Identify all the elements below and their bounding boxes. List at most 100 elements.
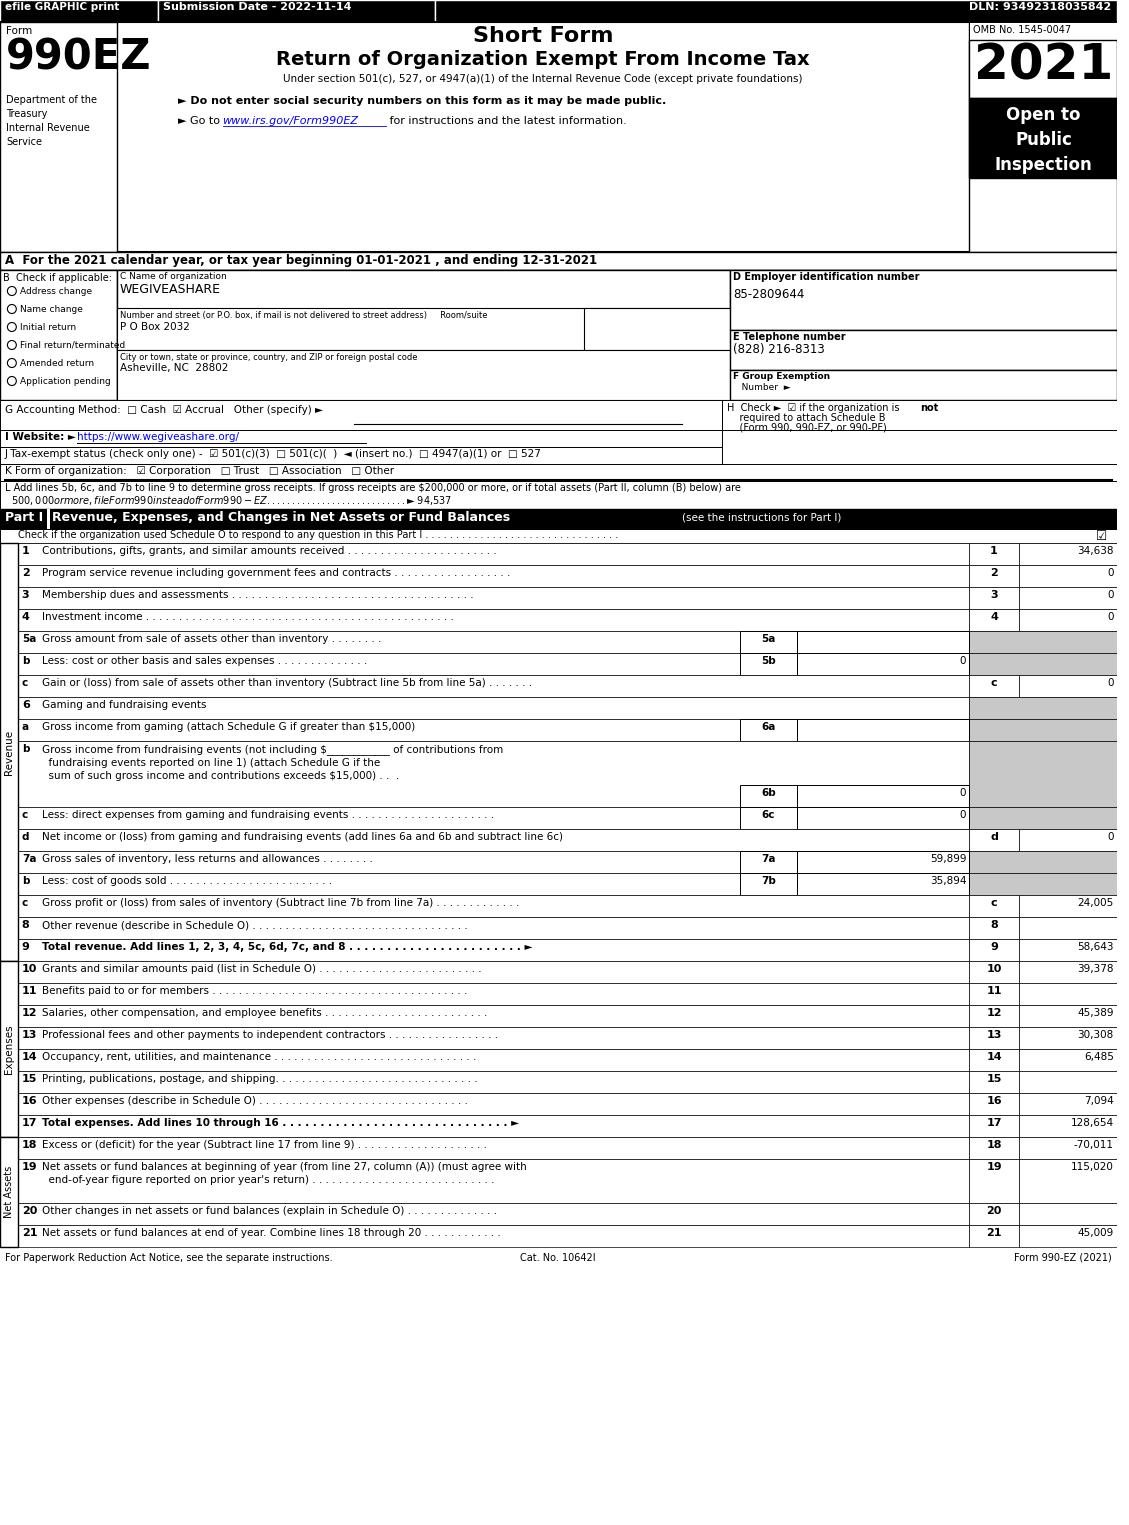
Bar	[0, 464, 1117, 480]
Bar	[739, 807, 797, 830]
Bar	[970, 872, 1117, 895]
Bar	[730, 371, 1117, 400]
Text: 8: 8	[21, 920, 29, 930]
Text: not: not	[920, 403, 938, 413]
Text: For Paperwork Reduction Act Notice, see the separate instructions.: For Paperwork Reduction Act Notice, see …	[5, 1254, 333, 1263]
Text: Revenue, Expenses, and Changes in Net Assets or Fund Balances: Revenue, Expenses, and Changes in Net As…	[52, 511, 510, 525]
Bar	[1018, 917, 1117, 939]
Bar	[739, 631, 797, 653]
Text: Department of the
Treasury
Internal Revenue
Service: Department of the Treasury Internal Reve…	[6, 95, 97, 146]
Text: 10: 10	[987, 964, 1001, 974]
Bar	[18, 718, 970, 741]
Text: Professional fees and other payments to independent contractors . . . . . . . . : Professional fees and other payments to …	[42, 1029, 498, 1040]
Bar	[1018, 676, 1117, 697]
Bar	[0, 252, 1117, 270]
Bar	[0, 480, 1117, 509]
Bar	[970, 851, 1117, 872]
Text: 5a: 5a	[761, 634, 776, 644]
Bar	[970, 21, 1117, 252]
Text: Less: cost or other basis and sales expenses . . . . . . . . . . . . . .: Less: cost or other basis and sales expe…	[42, 656, 367, 666]
Bar	[970, 895, 1018, 917]
Bar	[1018, 1005, 1117, 1026]
Bar	[970, 1115, 1018, 1138]
Bar	[739, 653, 797, 676]
Bar	[970, 564, 1018, 587]
Text: Cat. No. 10642I: Cat. No. 10642I	[520, 1254, 596, 1263]
Bar	[970, 676, 1018, 697]
Text: Benefits paid to or for members . . . . . . . . . . . . . . . . . . . . . . . . : Benefits paid to or for members . . . . …	[42, 987, 467, 996]
Bar	[18, 1138, 970, 1159]
Bar	[1018, 543, 1117, 564]
Text: ► Go to: ► Go to	[178, 116, 224, 127]
Bar	[970, 1225, 1018, 1247]
Bar	[970, 697, 1117, 718]
Text: Other expenses (describe in Schedule O) . . . . . . . . . . . . . . . . . . . . : Other expenses (describe in Schedule O) …	[42, 1096, 467, 1106]
Text: required to attach Schedule B: required to attach Schedule B	[727, 413, 885, 422]
Text: Net assets or fund balances at beginning of year (from line 27, column (A)) (mus: Net assets or fund balances at beginning…	[42, 1162, 526, 1185]
Bar	[1018, 608, 1117, 631]
Bar	[970, 1049, 1018, 1071]
Bar	[0, 270, 1117, 400]
Text: 59,899: 59,899	[930, 854, 966, 865]
Text: 14: 14	[21, 1052, 37, 1061]
Bar	[739, 851, 797, 872]
Bar	[1018, 1203, 1117, 1225]
Text: OMB No. 1545-0047: OMB No. 1545-0047	[973, 24, 1071, 35]
Text: Net assets or fund balances at end of year. Combine lines 18 through 20 . . . . : Net assets or fund balances at end of ye…	[42, 1228, 500, 1238]
Text: 0: 0	[960, 810, 966, 820]
Text: E Telephone number: E Telephone number	[733, 332, 846, 342]
Bar	[18, 1159, 970, 1203]
Text: 7a: 7a	[21, 854, 36, 865]
Text: 11: 11	[987, 987, 1001, 996]
Bar	[730, 270, 1117, 329]
Text: 0: 0	[1108, 567, 1113, 578]
Bar	[970, 608, 1018, 631]
Text: ☑: ☑	[1096, 531, 1108, 543]
Text: 2: 2	[990, 567, 998, 578]
Bar	[970, 917, 1018, 939]
Bar	[116, 308, 730, 351]
Text: 18: 18	[21, 1141, 37, 1150]
Bar	[970, 741, 1117, 807]
Bar	[18, 851, 970, 872]
Text: (Form 990, 990-EZ, or 990-PF).: (Form 990, 990-EZ, or 990-PF).	[727, 422, 890, 432]
Bar	[0, 0, 158, 21]
Bar	[970, 984, 1018, 1005]
Text: www.irs.gov/Form990EZ: www.irs.gov/Form990EZ	[222, 116, 359, 127]
Text: c: c	[991, 898, 997, 907]
Text: b: b	[21, 875, 29, 886]
Bar	[970, 98, 1117, 178]
Text: Investment income . . . . . . . . . . . . . . . . . . . . . . . . . . . . . . . : Investment income . . . . . . . . . . . …	[42, 612, 454, 622]
Bar	[0, 430, 723, 447]
Text: Name change: Name change	[20, 305, 82, 314]
Text: https://www.wegiveashare.org/: https://www.wegiveashare.org/	[77, 432, 239, 442]
Bar	[18, 653, 970, 676]
Text: Initial return: Initial return	[20, 323, 76, 332]
Bar	[970, 1203, 1018, 1225]
Text: Gaming and fundraising events: Gaming and fundraising events	[42, 700, 205, 711]
Bar	[435, 0, 1117, 21]
Text: 1: 1	[990, 546, 998, 557]
Bar	[18, 676, 970, 697]
Text: 2021: 2021	[974, 43, 1113, 90]
Text: 20: 20	[987, 1206, 1001, 1215]
Text: 17: 17	[21, 1118, 37, 1128]
Bar	[970, 1159, 1018, 1203]
Bar	[797, 718, 970, 741]
Text: 35,894: 35,894	[930, 875, 966, 886]
Text: 3: 3	[21, 590, 29, 599]
Bar	[1018, 1049, 1117, 1071]
Bar	[0, 447, 723, 464]
Bar	[739, 785, 797, 807]
Bar	[1018, 1138, 1117, 1159]
Text: 7,094: 7,094	[1084, 1096, 1113, 1106]
Text: c: c	[21, 898, 28, 907]
Text: Gross profit or (loss) from sales of inventory (Subtract line 7b from line 7a) .: Gross profit or (loss) from sales of inv…	[42, 898, 519, 907]
Bar	[18, 1049, 970, 1071]
Bar	[1018, 587, 1117, 608]
Text: 4: 4	[990, 612, 998, 622]
Text: c: c	[21, 679, 28, 688]
Bar	[158, 0, 435, 21]
Text: Gain or (loss) from sale of assets other than inventory (Subtract line 5b from l: Gain or (loss) from sale of assets other…	[42, 679, 532, 688]
Text: 39,378: 39,378	[1077, 964, 1113, 974]
